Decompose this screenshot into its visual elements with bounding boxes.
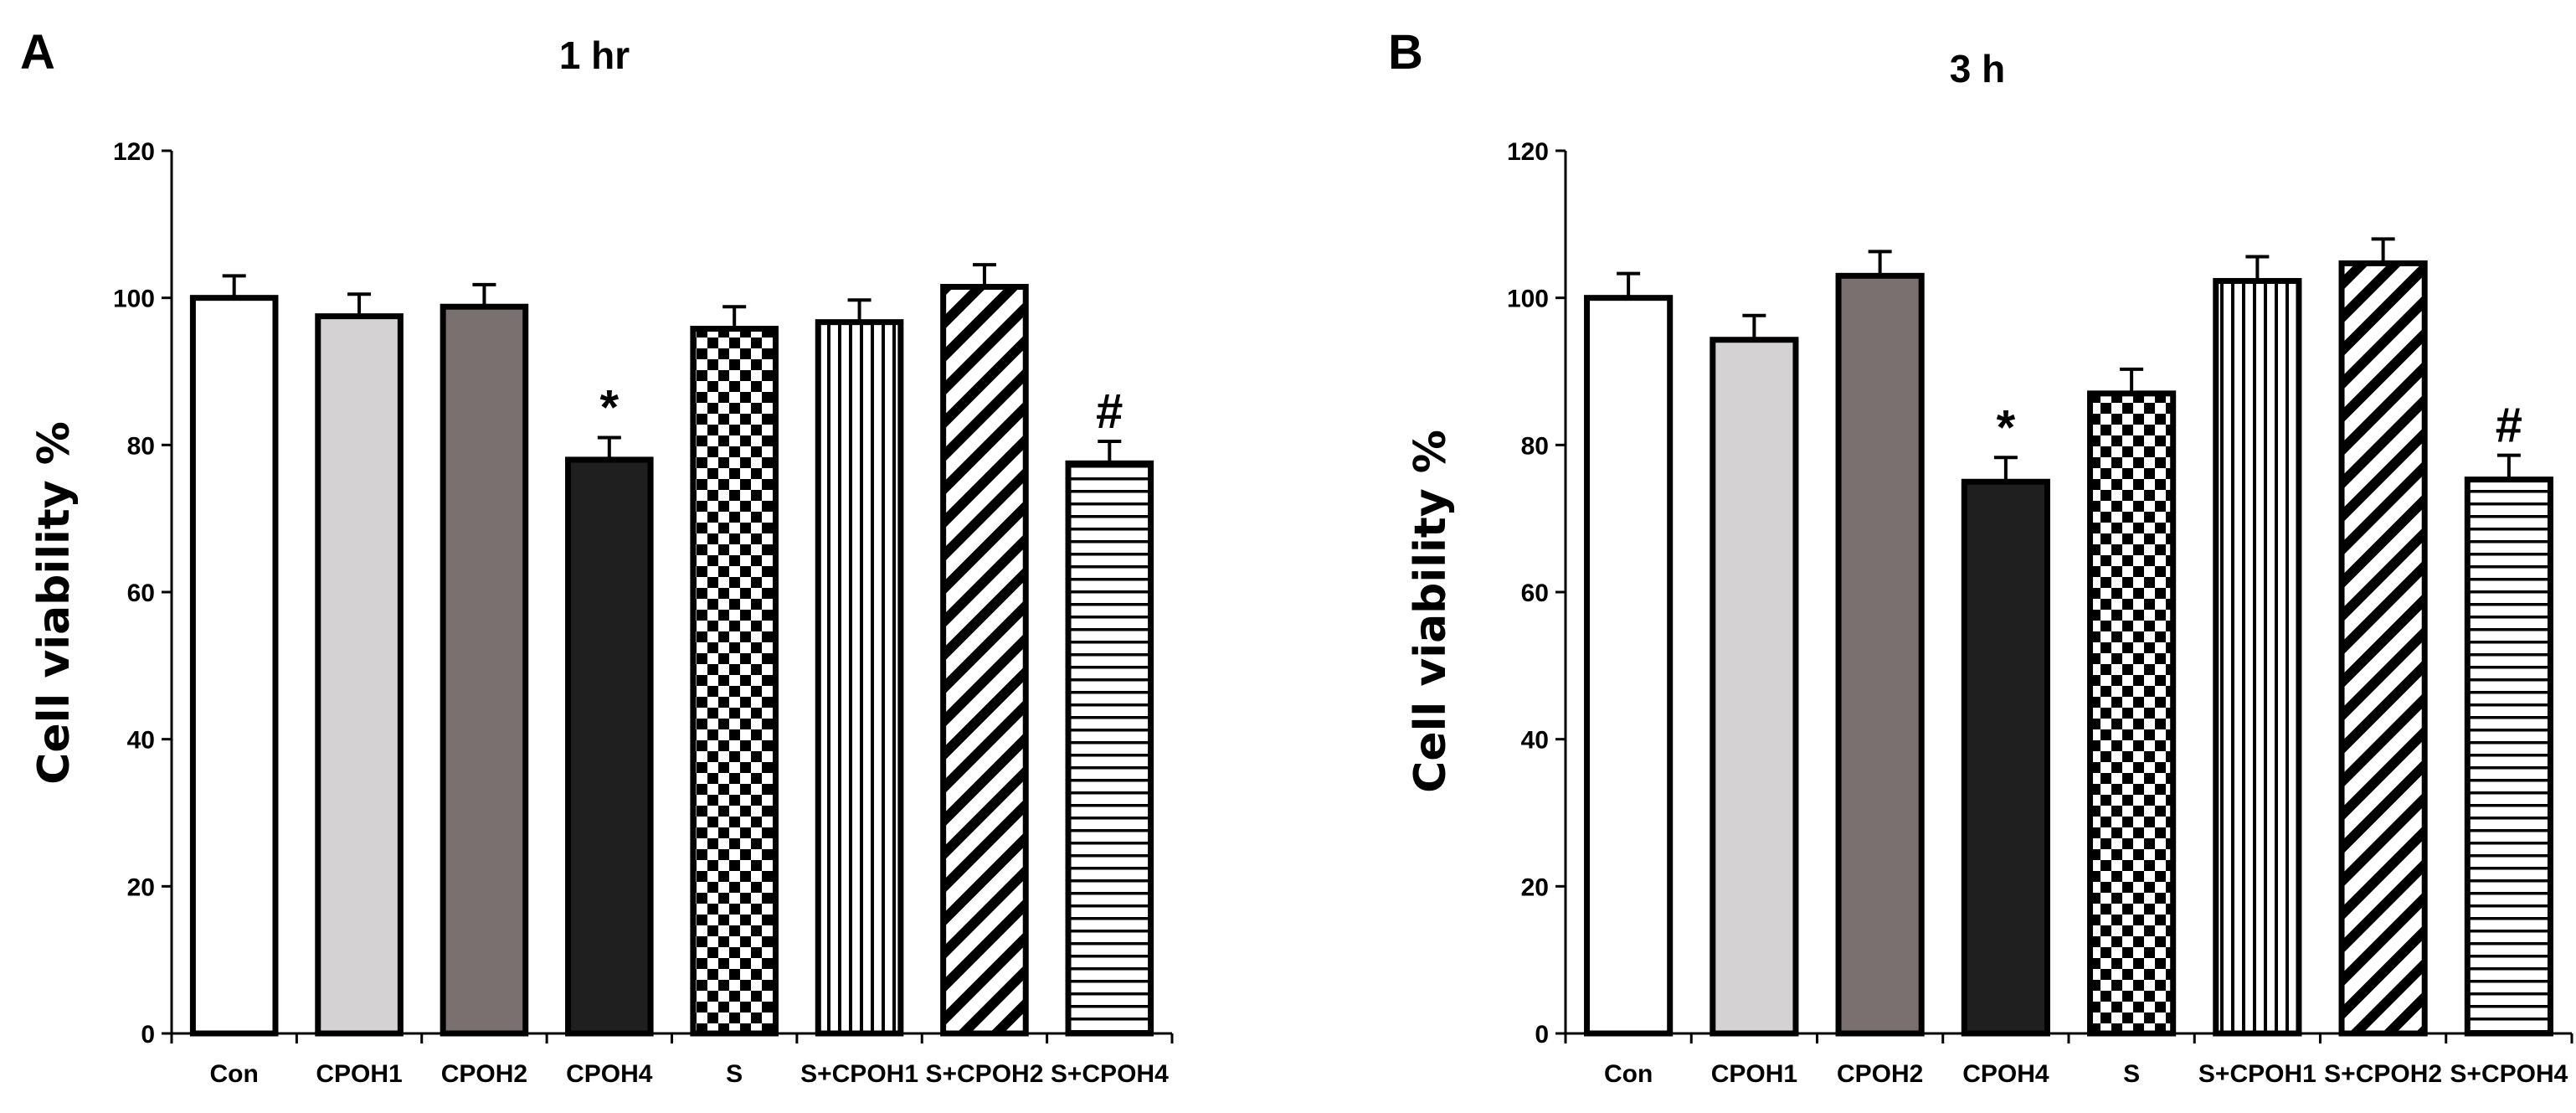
- panel-a-bar-cpoh2: [440, 303, 529, 1037]
- panel-b-bar-con: [1584, 295, 1674, 1037]
- panel-a-x-tick-label: CPOH4: [566, 1060, 653, 1088]
- panel-a-x-tick-label: S+CPOH2: [925, 1060, 1043, 1088]
- panel-a-bar-s-plus-cpoh2: [940, 283, 1029, 1037]
- panel-a-y-tick-label: 40: [127, 727, 155, 755]
- panel-b-letter: B: [1388, 25, 1423, 80]
- panel-b-y-tick-label: 80: [1521, 432, 1549, 460]
- panel-a-y-tick-label: 60: [127, 580, 155, 607]
- panel-a-x-tick-label: S+CPOH4: [1051, 1060, 1169, 1088]
- panel-a-x-tick-label: CPOH2: [441, 1060, 527, 1088]
- panel-a-y-tick-label: 80: [127, 432, 155, 460]
- panel-a-title: 1 hr: [559, 33, 630, 77]
- panel-b-bar-cpoh2: [1835, 272, 1925, 1037]
- panel-a-bar-s-plus-cpoh4: [1065, 460, 1154, 1037]
- panel-a-y-tick-label: 120: [113, 138, 155, 166]
- panel-a-significance-mark: *: [600, 381, 620, 435]
- panel-a-plot: 0 20 40 60 80 100 120 Con CPOH1 CPOH2 CPOH4 * S S+CPO…: [113, 138, 1174, 1088]
- panel-a-bar-s-plus-cpoh1: [815, 319, 904, 1037]
- panel-b-bar-s-plus-cpoh2: [2338, 260, 2428, 1037]
- panel-b-title: 3 h: [1950, 47, 2005, 90]
- panel-b-y-tick-label: 100: [1507, 286, 1549, 313]
- panel-b-x-tick-label: S: [2123, 1060, 2140, 1088]
- panel-a-bar-s: [690, 326, 779, 1037]
- panel-b-significance-mark: *: [1997, 400, 2016, 455]
- panel-b-x-tick-label: S+CPOH4: [2450, 1060, 2568, 1088]
- panel-b-y-axis-label: Cell viability %: [1406, 430, 1456, 793]
- panel-a-x-tick-label: Con: [210, 1060, 259, 1088]
- panel-b-y-tick-label: 20: [1521, 873, 1549, 901]
- panel-a-bar-cpoh1: [315, 313, 404, 1037]
- panel-a-letter: A: [20, 25, 55, 80]
- panel-b-bar-s-plus-cpoh1: [2213, 277, 2302, 1037]
- panel-a: A 1 hr Cell viability % 0 20 40 60 80 100 120 C…: [20, 25, 1174, 1088]
- panel-b-significance-mark: #: [2496, 399, 2522, 453]
- panel-a-bar-cpoh4: [565, 456, 654, 1037]
- panel-b-x-tick-label: Con: [1604, 1060, 1653, 1088]
- panel-b-plot: 0 20 40 60 80 100 120 Con CPOH1 CPOH2 CPOH4 * S S+CPO…: [1507, 138, 2573, 1088]
- panel-b-x-tick-label: S+CPOH1: [2198, 1060, 2316, 1088]
- panel-a-x-tick-label: S: [726, 1060, 743, 1088]
- panel-a-x-tick-label: S+CPOH1: [800, 1060, 918, 1088]
- panel-b-x-tick-label: CPOH1: [1711, 1060, 1797, 1088]
- panel-b-bar-s-plus-cpoh4: [2464, 477, 2553, 1037]
- panel-b-y-tick-label: 60: [1521, 580, 1549, 607]
- panel-b-bar-cpoh1: [1710, 337, 1799, 1037]
- panel-b-y-tick-label: 0: [1535, 1021, 1549, 1049]
- panel-a-y-tick-label: 0: [141, 1021, 155, 1049]
- panel-a-significance-mark: #: [1096, 384, 1123, 439]
- panel-b-y-tick-label: 40: [1521, 727, 1549, 755]
- panel-a-y-tick-label: 20: [127, 873, 155, 901]
- panel-b-x-tick-label: CPOH4: [1962, 1060, 2049, 1088]
- panel-a-y-tick-label: 100: [113, 286, 155, 313]
- panel-b-bar-cpoh4: [1961, 478, 2050, 1037]
- panel-b-bar-s: [2087, 390, 2177, 1037]
- panel-b-x-tick-label: S+CPOH2: [2324, 1060, 2442, 1088]
- panel-a-x-tick-label: CPOH1: [316, 1060, 402, 1088]
- panel-b: B 3 h Cell viability % 0 20 40 60 80 100 120 Co…: [1388, 25, 2573, 1088]
- panel-b-x-tick-label: CPOH2: [1837, 1060, 1923, 1088]
- panel-b-y-tick-label: 120: [1507, 138, 1549, 166]
- panel-a-bar-con: [189, 295, 279, 1037]
- panel-a-y-axis-label: Cell viability %: [29, 421, 80, 785]
